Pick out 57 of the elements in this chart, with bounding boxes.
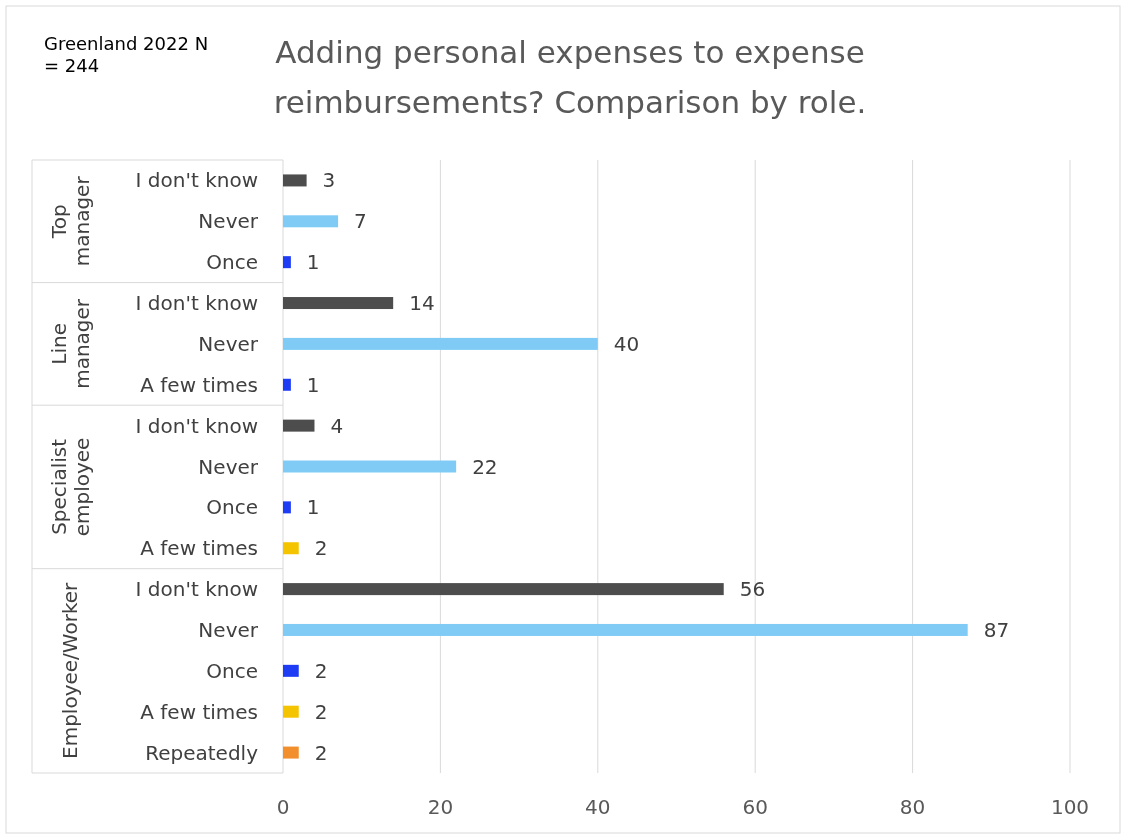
text: Line manager [47, 298, 94, 389]
text: Top manager [47, 175, 94, 267]
x-tick-label: 80 [899, 795, 926, 819]
text: Specialist employee [47, 437, 94, 537]
bar [283, 297, 394, 310]
bar [283, 542, 299, 555]
y-tick-label: Once [206, 495, 258, 520]
y-tick-label: Never [198, 331, 259, 356]
bar [283, 256, 291, 269]
data-label: 40 [613, 331, 640, 356]
bar [283, 378, 291, 391]
data-label: 3 [322, 168, 336, 193]
y-tick-label: Once [206, 658, 258, 683]
x-tick-label: 60 [742, 795, 768, 819]
y-tick-label: I don't know [135, 291, 258, 316]
bar [283, 419, 315, 432]
chart-title: Adding personal expenses to expense reimbursements? Comparison by role. [273, 34, 867, 120]
y-tick-label: Never [198, 454, 259, 479]
bar [283, 215, 339, 228]
data-label: 2 [314, 740, 328, 765]
data-label: 4 [330, 413, 344, 438]
bar [283, 337, 598, 350]
y-tick-label: A few times [140, 372, 258, 397]
x-tick-label: 100 [1050, 795, 1090, 819]
data-label: 1 [306, 250, 320, 275]
y-tick-label: I don't know [135, 413, 258, 438]
data-label: 2 [314, 699, 328, 724]
data-label: 2 [314, 536, 328, 561]
bar [283, 174, 307, 187]
y-tick-label: Repeatedly [145, 740, 259, 765]
data-label: 87 [983, 617, 1010, 642]
text: Employee/Worker [58, 581, 82, 759]
y-tick-label: I don't know [135, 577, 258, 602]
x-tick-label: 0 [276, 795, 290, 819]
bar [283, 705, 299, 718]
data-label: 22 [472, 454, 498, 479]
x-tick-label: 40 [585, 795, 611, 819]
y-tick-label: A few times [140, 699, 258, 724]
bar [283, 746, 299, 759]
data-label: 1 [306, 372, 320, 397]
data-label: 14 [409, 291, 435, 316]
bar [283, 664, 299, 677]
y-tick-label: Never [198, 617, 259, 642]
bar [283, 623, 968, 636]
y-tick-label: Once [206, 250, 258, 275]
y-tick-label: Never [198, 209, 259, 234]
bar [283, 460, 457, 473]
data-label: 1 [306, 495, 320, 520]
x-tick-label: 20 [427, 795, 454, 819]
data-label: 2 [314, 658, 328, 683]
bar [283, 501, 291, 514]
data-label: 56 [739, 577, 766, 602]
y-tick-label: I don't know [135, 168, 258, 193]
data-label: 7 [354, 209, 367, 234]
y-tick-label: A few times [140, 536, 258, 561]
bar [283, 583, 724, 596]
text: Greenland 2022 N = 244 [44, 33, 209, 76]
